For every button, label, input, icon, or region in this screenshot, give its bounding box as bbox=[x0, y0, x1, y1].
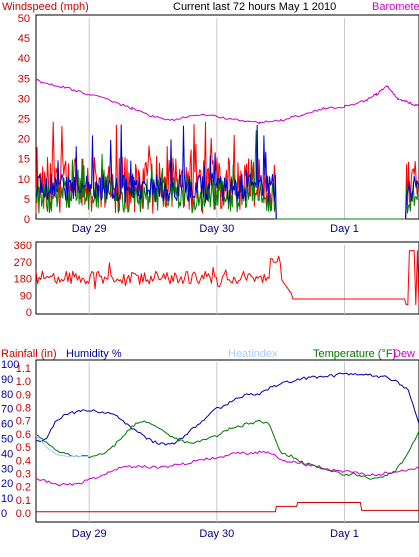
humidity-tick-label: 30 bbox=[1, 463, 13, 475]
dewpoint-legend-label: Dew P bbox=[393, 348, 419, 360]
rainfall-tick-label: 0.1 bbox=[16, 495, 31, 507]
x-tick-label: Day 29 bbox=[72, 223, 107, 235]
rainfall-tick-label: 0.0 bbox=[16, 508, 31, 520]
rainfall-tick-label: 0.8 bbox=[16, 403, 31, 415]
direction-tick-label: 270 bbox=[14, 257, 32, 269]
rainfall-tick-label: 0.4 bbox=[16, 455, 31, 467]
x-tick-label: Day 30 bbox=[199, 528, 234, 540]
windspeed-tick-label: 50 bbox=[18, 13, 30, 25]
windspeed-tick-label: 10 bbox=[18, 174, 30, 186]
direction-tick-label: 180 bbox=[14, 274, 32, 286]
windspeed-tick-label: 20 bbox=[18, 134, 30, 146]
temperature-line bbox=[35, 419, 419, 480]
windspeed-tick-label: 5 bbox=[24, 194, 30, 206]
humidity-tick-label: 50 bbox=[1, 434, 13, 446]
barometer-line bbox=[35, 79, 419, 125]
humidity-axis-label: Humidity % bbox=[66, 348, 122, 360]
heatindex-line bbox=[35, 435, 90, 457]
windspeed-tick-label: 30 bbox=[18, 93, 30, 105]
chart-title: Current last 72 hours May 1 2010 bbox=[173, 1, 336, 13]
direction-tick-label: 90 bbox=[20, 290, 32, 302]
rainfall-tick-label: 0.5 bbox=[16, 442, 31, 454]
barometer-axis-label: Barometer bbox=[372, 1, 419, 13]
windspeed-tick-label: 25 bbox=[18, 114, 30, 126]
windspeed-axis-label: Windspeed (mph) bbox=[2, 1, 89, 13]
heatindex-legend-label: Heatindex bbox=[228, 348, 278, 360]
x-tick-label: Day 29 bbox=[72, 528, 107, 540]
dewpoint-line bbox=[35, 450, 419, 487]
rainfall-tick-label: 0.2 bbox=[16, 482, 31, 494]
humidity-tick-label: 40 bbox=[1, 448, 13, 460]
windspeed-tick-label: 0 bbox=[24, 214, 30, 226]
rainfall-tick-label: 1.1 bbox=[16, 363, 31, 375]
x-tick-label: Day 30 bbox=[199, 223, 234, 235]
humidity-tick-label: 60 bbox=[1, 419, 13, 431]
rainfall-tick-label: 0.6 bbox=[16, 429, 31, 441]
windspeed-tick-label: 40 bbox=[18, 53, 30, 65]
series-layer bbox=[35, 79, 419, 513]
rainfall-tick-label: 0.3 bbox=[16, 468, 31, 480]
humidity-tick-label: 80 bbox=[1, 389, 13, 401]
windspeed-tick-label: 45 bbox=[18, 33, 30, 45]
humidity-tick-label: 0 bbox=[1, 508, 7, 520]
rainfall-axis-label: Rainfall (in) bbox=[1, 348, 57, 360]
direction-tick-label: 360 bbox=[14, 240, 32, 252]
rainfall-tick-label: 0.7 bbox=[16, 416, 31, 428]
rainfall-tick-label: 0.9 bbox=[16, 389, 31, 401]
rainfall-line bbox=[36, 502, 419, 513]
wind-direction-line bbox=[35, 250, 419, 306]
axis-tick-layer: 0 5 10 15 20 25 30 35 40 45 50 0 90 180 270 360 0 10 20 30 4… bbox=[1, 13, 359, 540]
x-tick-label: Day 1 bbox=[330, 528, 359, 540]
direction-panel-frame bbox=[35, 241, 419, 315]
direction-tick-label: 0 bbox=[26, 307, 32, 319]
humidity-line bbox=[35, 372, 419, 446]
windspeed-panel-frame bbox=[35, 14, 419, 220]
temperature-legend-label: Temperature (°F) bbox=[313, 348, 396, 360]
windspeed-tick-label: 15 bbox=[18, 154, 30, 166]
humidity-tick-label: 100 bbox=[1, 359, 19, 371]
humidity-tick-label: 20 bbox=[1, 478, 13, 490]
windspeed-tick-label: 35 bbox=[18, 73, 30, 85]
x-tick-label: Day 1 bbox=[330, 223, 359, 235]
rainfall-tick-label: 1.0 bbox=[16, 376, 31, 388]
humidity-tick-label: 90 bbox=[1, 374, 13, 386]
humidity-tick-label: 10 bbox=[1, 493, 13, 505]
humidity-tick-label: 70 bbox=[1, 404, 13, 416]
